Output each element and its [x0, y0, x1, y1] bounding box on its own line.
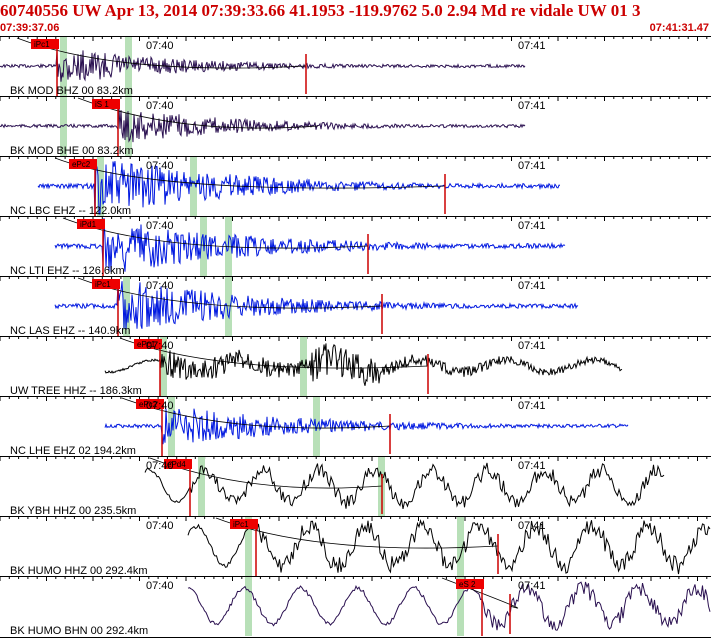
- station-label: NC LAS EHZ -- 140.9km: [10, 325, 130, 337]
- time-label-0741: 07:41: [518, 340, 546, 352]
- waveform: [54, 281, 579, 330]
- pick-flag-label: iPc1: [233, 520, 249, 529]
- time-label-0741: 07:41: [518, 220, 546, 232]
- pick-flag[interactable]: [164, 459, 192, 469]
- time-label-0740: 07:40: [146, 220, 174, 232]
- window-marker: [190, 157, 197, 216]
- window-marker: [245, 517, 252, 576]
- pick-flag[interactable]: [230, 519, 258, 529]
- time-label-0741: 07:41: [518, 460, 546, 472]
- waveform: [0, 108, 526, 143]
- waveform: [144, 462, 665, 510]
- window-marker: [123, 277, 130, 336]
- time-label-0741: 07:41: [518, 580, 546, 592]
- pick-flag-label: eS 2: [459, 580, 476, 589]
- trace-panel[interactable]: iPc1 07:40 07:41 NC LAS EHZ -- 140.9km: [0, 276, 711, 337]
- time-label-0740: 07:40: [146, 40, 174, 52]
- end-time: 07:41:31.47: [649, 22, 709, 34]
- seismogram-panel[interactable]: iPc1 07:40 07:41 BK MOD BHZ 00 83.2km iS 1 07…: [0, 36, 711, 638]
- station-label: NC LHE EHZ 02 194.2km: [10, 445, 136, 457]
- station-label: NC LTI EHZ -- 126.6km: [10, 265, 125, 277]
- pick-flag-label: ePc2: [139, 400, 158, 409]
- pick-flag[interactable]: [77, 219, 105, 229]
- time-label-0741: 07:41: [518, 400, 546, 412]
- waveform: [187, 518, 711, 575]
- trace-panel[interactable]: iPd1 07:40 07:41 NC LTI EHZ -- 126.6km: [0, 216, 711, 277]
- trace-panel[interactable]: ePc2 07:40 07:41 NC LBC EHZ -- 122.0km: [0, 156, 711, 217]
- station-label: BK YBH HHZ 00 235.5km: [10, 505, 136, 517]
- pick-flag[interactable]: [136, 399, 164, 409]
- station-label: BK MOD BHE 00 83.2km: [10, 145, 134, 157]
- time-label-0740: 07:40: [146, 580, 174, 592]
- time-label-0741: 07:41: [518, 40, 546, 52]
- window-marker: [198, 457, 205, 516]
- waveform: [104, 408, 629, 445]
- station-label: BK HUMO BHN 00 292.4km: [10, 625, 148, 637]
- time-label-0741: 07:41: [518, 100, 546, 112]
- time-label-0741: 07:41: [518, 160, 546, 172]
- pick-flag-label: iPd1: [80, 220, 97, 229]
- window-marker: [313, 397, 320, 456]
- waveform: [187, 581, 711, 631]
- trace-panel[interactable]: eS 2 07:40 07:41 BK HUMO BHN 00 292.4km: [0, 576, 711, 637]
- start-time: 07:39:37.06: [0, 22, 60, 34]
- pick-flag-label: ePc2: [72, 160, 91, 169]
- pick-flag-label: ePc1: [137, 340, 156, 349]
- station-label: NC LBC EHZ -- 122.0km: [10, 205, 131, 217]
- time-label-0740: 07:40: [146, 340, 174, 352]
- time-label-0740: 07:40: [146, 280, 174, 292]
- window-marker: [300, 337, 307, 396]
- pick-flag[interactable]: [92, 99, 120, 109]
- pick-flag[interactable]: [31, 39, 59, 49]
- waveform: [104, 343, 623, 386]
- trace-panel[interactable]: iPc1 07:40 07:41 BK MOD BHZ 00 83.2km: [0, 36, 711, 97]
- time-label-0741: 07:41: [518, 280, 546, 292]
- time-label-0740: 07:40: [146, 100, 174, 112]
- window-marker: [245, 577, 252, 636]
- window-marker: [457, 577, 464, 636]
- station-label: UW TREE HHZ -- 186.3km: [10, 385, 142, 397]
- time-label-0741: 07:41: [518, 520, 546, 532]
- trace-panel[interactable]: iPc1 07:40 07:41 BK HUMO HHZ 00 292.4km: [0, 516, 711, 577]
- pick-flag[interactable]: [134, 339, 162, 349]
- window-marker: [225, 277, 232, 336]
- station-label: BK HUMO HHZ 00 292.4km: [10, 565, 148, 577]
- pick-flag-label: ePd4: [167, 460, 186, 469]
- pick-flag[interactable]: [456, 579, 484, 589]
- time-label-0740: 07:40: [146, 460, 174, 472]
- time-label-0740: 07:40: [146, 520, 174, 532]
- window-marker: [457, 517, 464, 576]
- pick-flag[interactable]: [92, 279, 120, 289]
- trace-panel[interactable]: iS 1 07:40 07:41 BK MOD BHE 00 83.2km: [0, 96, 711, 157]
- pick-flag-label: iS 1: [95, 100, 109, 109]
- time-label-0740: 07:40: [146, 400, 174, 412]
- event-title: 60740556 UW Apr 13, 2014 07:39:33.66 41.…: [0, 1, 641, 20]
- waveform: [37, 161, 561, 215]
- pick-flag-label: iPc1: [34, 40, 50, 49]
- pick-flag-label: iPc1: [95, 280, 111, 289]
- station-label: BK MOD BHZ 00 83.2km: [10, 85, 133, 97]
- pick-flag[interactable]: [69, 159, 97, 169]
- time-label-0740: 07:40: [146, 160, 174, 172]
- waveform: [0, 50, 526, 82]
- waveform: [54, 217, 566, 272]
